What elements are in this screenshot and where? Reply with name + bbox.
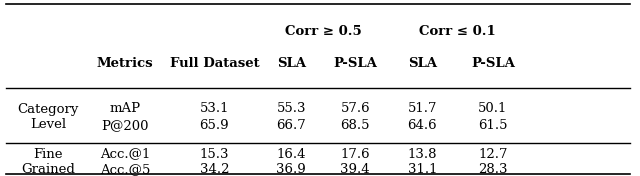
Text: 51.7: 51.7	[408, 102, 437, 115]
Text: 66.7: 66.7	[276, 119, 306, 132]
Text: Fine
Grained: Fine Grained	[21, 147, 75, 176]
Text: Corr ≤ 0.1: Corr ≤ 0.1	[419, 25, 496, 38]
Text: Corr ≥ 0.5: Corr ≥ 0.5	[285, 25, 362, 38]
Text: 39.4: 39.4	[340, 163, 370, 176]
Text: 36.9: 36.9	[276, 163, 306, 176]
Text: 64.6: 64.6	[408, 119, 437, 132]
Text: P-SLA: P-SLA	[333, 57, 377, 70]
Text: 28.3: 28.3	[478, 163, 508, 176]
Text: 12.7: 12.7	[478, 147, 508, 161]
Text: 17.6: 17.6	[340, 147, 370, 161]
Text: 13.8: 13.8	[408, 147, 437, 161]
Text: 57.6: 57.6	[340, 102, 370, 115]
Text: Metrics: Metrics	[97, 57, 153, 70]
Text: Acc.@1: Acc.@1	[100, 147, 150, 161]
Text: 34.2: 34.2	[200, 163, 229, 176]
Text: SLA: SLA	[408, 57, 437, 70]
Text: P@200: P@200	[101, 119, 148, 132]
Text: Category
Level: Category Level	[17, 103, 79, 131]
Text: 61.5: 61.5	[478, 119, 508, 132]
Text: 53.1: 53.1	[200, 102, 229, 115]
Text: 55.3: 55.3	[276, 102, 306, 115]
Text: 68.5: 68.5	[340, 119, 370, 132]
Text: 50.1: 50.1	[478, 102, 508, 115]
Text: 31.1: 31.1	[408, 163, 437, 176]
Text: 65.9: 65.9	[200, 119, 229, 132]
Text: SLA: SLA	[276, 57, 306, 70]
Text: mAP: mAP	[109, 102, 140, 115]
Text: Full Dataset: Full Dataset	[170, 57, 259, 70]
Text: P-SLA: P-SLA	[471, 57, 515, 70]
Text: Acc.@5: Acc.@5	[100, 163, 150, 176]
Text: 16.4: 16.4	[276, 147, 306, 161]
Text: 15.3: 15.3	[200, 147, 229, 161]
